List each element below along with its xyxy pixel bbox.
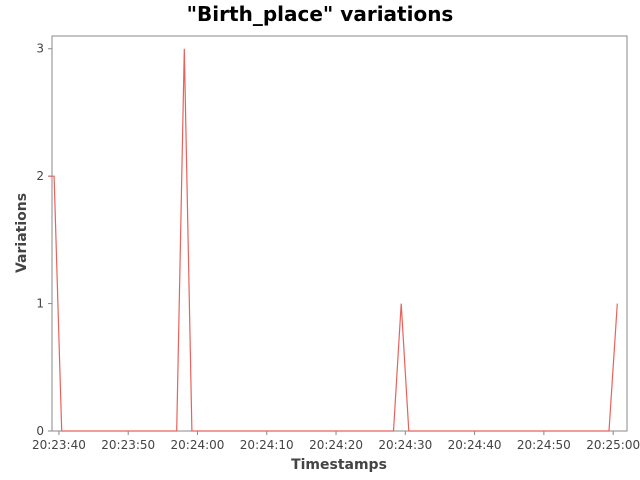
x-axis: 20:23:40 20:23:50 20:24:00 20:24:10 20:24:20… xyxy=(32,431,640,452)
x-tick-label: 20:23:40 xyxy=(32,438,86,452)
x-axis-label: Timestamps xyxy=(291,457,387,473)
y-axis-label: Variations xyxy=(14,193,30,273)
y-tick-label: 3 xyxy=(36,42,44,56)
x-tick-label: 20:25:00 xyxy=(586,438,640,452)
series-group xyxy=(48,48,618,432)
x-tick-label: 20:24:40 xyxy=(448,438,502,452)
x-tick-label: 20:24:10 xyxy=(240,438,294,452)
y-axis: 0 1 2 3 xyxy=(36,42,52,438)
x-tick-label: 20:24:30 xyxy=(378,438,432,452)
x-tick-label: 20:24:50 xyxy=(517,438,571,452)
plot-area xyxy=(51,35,628,432)
x-tick-label: 20:23:50 xyxy=(101,438,155,452)
x-tick-label: 20:24:20 xyxy=(309,438,363,452)
series-line xyxy=(48,48,618,432)
x-tick-label: 20:24:00 xyxy=(171,438,225,452)
y-tick-label: 1 xyxy=(36,297,44,311)
y-tick-label: 2 xyxy=(36,169,44,183)
chart-title: "Birth_place" variations xyxy=(187,2,454,26)
y-tick-label: 0 xyxy=(36,424,44,438)
